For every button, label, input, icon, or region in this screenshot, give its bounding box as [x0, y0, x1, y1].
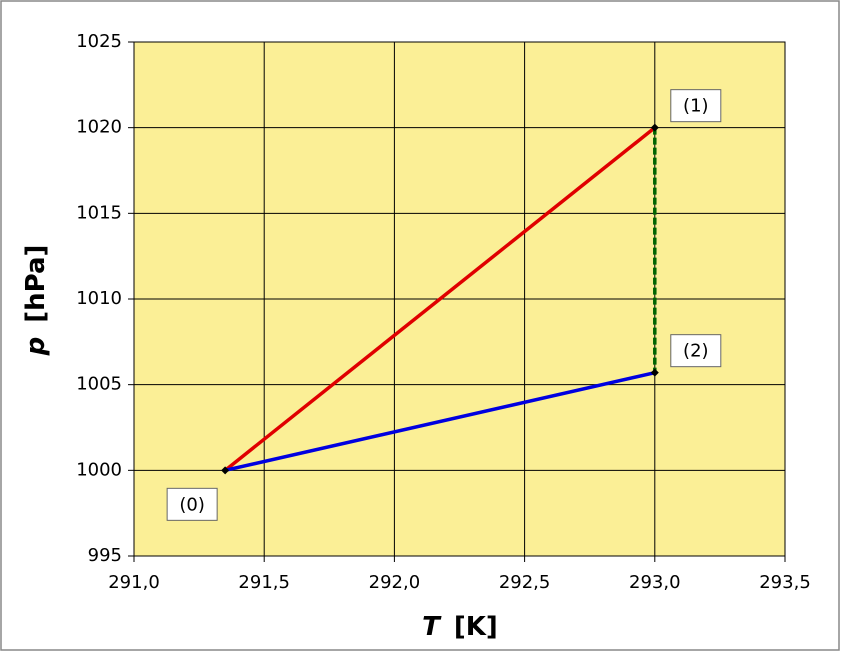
x-axis-symbol: T	[422, 612, 442, 642]
annotation-box	[166, 487, 218, 521]
annotation-label: (2)	[683, 341, 709, 362]
y-axis-unit: [hPa]	[21, 245, 51, 323]
point-marker	[650, 368, 659, 377]
y-axis-symbol: p	[21, 337, 51, 357]
plot-frame	[133, 41, 786, 557]
x-tick-label: 291,0	[108, 572, 160, 593]
y-tick-label: 1015	[76, 202, 122, 223]
y-tick-label: 1020	[76, 117, 122, 138]
x-tick-label: 293,0	[629, 572, 681, 593]
y-tick-label: 1010	[76, 288, 122, 309]
point-marker	[221, 466, 230, 475]
y-tick-label: 1005	[76, 374, 122, 395]
annotation-label: (0)	[179, 494, 205, 515]
annotation-label: (1)	[683, 96, 709, 117]
x-tick-label: 292,0	[369, 572, 421, 593]
x-axis-unit: [K]	[454, 612, 498, 642]
x-axis-title: T [K]	[422, 612, 498, 642]
annotation-box	[670, 334, 722, 368]
point-marker	[650, 123, 659, 132]
annotation-box	[670, 89, 722, 123]
x-tick-label: 292,5	[499, 572, 551, 593]
y-tick-label: 995	[88, 545, 122, 566]
series-line	[224, 370, 656, 473]
x-tick-label: 291,5	[238, 572, 290, 593]
y-axis-title: p [hPa]	[21, 245, 51, 357]
x-tick-label: 293,5	[759, 572, 811, 593]
y-tick-label: 1000	[76, 459, 122, 480]
series-line	[224, 126, 656, 472]
y-tick-label: 1025	[76, 31, 122, 52]
